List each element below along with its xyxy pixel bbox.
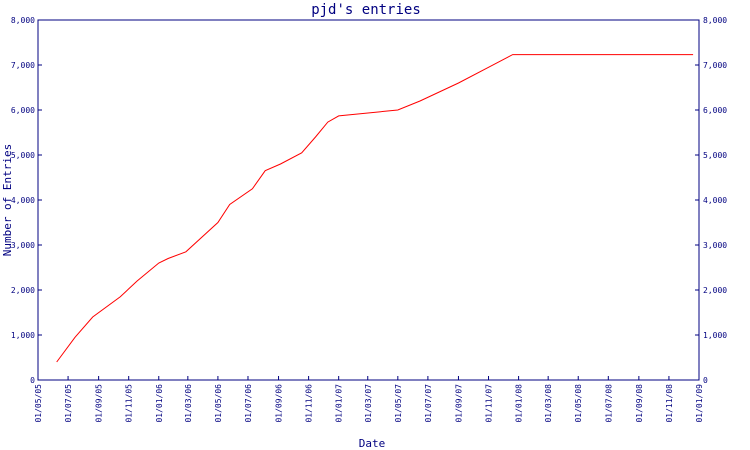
y-tick-label-right: 4,000	[703, 196, 727, 205]
x-tick-label: 01/09/08	[635, 384, 644, 423]
y-tick-label-left: 0	[30, 376, 35, 385]
x-axis-label: Date	[359, 437, 386, 450]
x-tick-label: 01/01/06	[155, 384, 164, 423]
x-tick-label: 01/01/08	[515, 384, 524, 423]
x-tick-label: 01/03/08	[544, 384, 553, 423]
series-line	[56, 54, 694, 363]
y-tick-label-right: 2,000	[703, 286, 727, 295]
x-tick-label: 01/09/06	[275, 384, 284, 423]
x-tick-label: 01/01/07	[335, 384, 344, 423]
x-tick-label: 01/07/05	[64, 384, 73, 423]
y-tick-label-right: 0	[703, 376, 708, 385]
y-tick-label-right: 8,000	[703, 16, 727, 25]
x-tick-label: 01/07/06	[244, 384, 253, 423]
plot-frame	[37, 19, 700, 381]
x-tick-label: 01/03/07	[364, 384, 373, 423]
x-tick-label: 01/05/07	[394, 384, 403, 423]
y-axis-label: Number of Entries	[1, 144, 14, 257]
x-tick-label: 01/03/06	[184, 384, 193, 423]
y-tick-label-left: 8,000	[11, 16, 35, 25]
x-tick-label: 01/09/07	[454, 384, 463, 423]
y-tick-label-left: 7,000	[11, 61, 35, 70]
y-axis-right: 0 1,000 2,000 3,000 4,000 5,000 6,000 7,000 8,00…	[695, 16, 727, 385]
y-axis-left: 0 1,000 2,000 3,000 4,000 5,000 6,000 7,000 8,00…	[11, 16, 42, 385]
y-tick-label-right: 5,000	[703, 151, 727, 160]
x-tick-label: 01/05/08	[574, 384, 583, 423]
x-tick-label: 01/09/05	[95, 384, 104, 423]
x-tick-label: 01/05/06	[214, 384, 223, 423]
x-tick-label: 01/07/08	[604, 384, 613, 423]
chart-title: pjd's entries	[311, 2, 421, 18]
y-tick-label-left: 1,000	[11, 331, 35, 340]
y-tick-label-left: 2,000	[11, 286, 35, 295]
x-tick-label: 01/01/09	[695, 384, 704, 423]
x-tick-label: 01/11/05	[125, 384, 134, 423]
x-tick-label: 01/11/07	[485, 384, 494, 423]
x-axis: 01/05/05 01/07/05 01/09/05 01/11/05 01/01/06…	[34, 376, 704, 423]
x-tick-label: 01/11/08	[665, 384, 674, 423]
x-tick-label: 01/05/05	[34, 384, 43, 423]
series-layer	[56, 54, 694, 363]
x-tick-label: 01/11/06	[305, 384, 314, 423]
y-tick-label-right: 1,000	[703, 331, 727, 340]
y-tick-label-right: 3,000	[703, 241, 727, 250]
y-tick-label-left: 4,000	[11, 196, 35, 205]
y-tick-label-left: 3,000	[11, 241, 35, 250]
y-tick-label-left: 6,000	[11, 106, 35, 115]
y-tick-label-right: 6,000	[703, 106, 727, 115]
y-tick-label-left: 5,000	[11, 151, 35, 160]
x-tick-label: 01/07/07	[424, 384, 433, 423]
y-tick-label-right: 7,000	[703, 61, 727, 70]
